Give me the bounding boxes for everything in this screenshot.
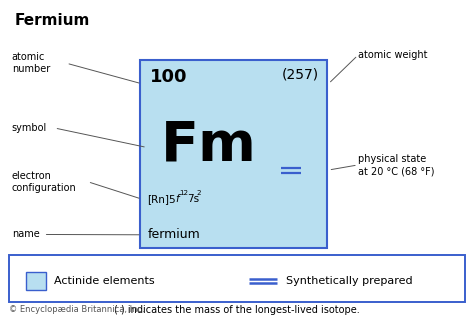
Text: [Rn]5: [Rn]5 bbox=[147, 194, 176, 204]
Text: (257): (257) bbox=[282, 68, 319, 82]
Text: ( ) indicates the mass of the longest-lived isotope.: ( ) indicates the mass of the longest-li… bbox=[114, 305, 360, 315]
Text: atomic weight: atomic weight bbox=[358, 50, 428, 60]
Text: symbol: symbol bbox=[12, 123, 47, 133]
Text: name: name bbox=[12, 229, 40, 240]
Text: 100: 100 bbox=[150, 68, 188, 86]
Text: 7s: 7s bbox=[187, 194, 199, 204]
Text: © Encyclopædia Britannica, Inc.: © Encyclopædia Britannica, Inc. bbox=[9, 306, 144, 314]
Text: 12: 12 bbox=[180, 191, 189, 196]
Text: f: f bbox=[175, 194, 179, 204]
Bar bbox=[140, 60, 327, 248]
Bar bbox=[26, 272, 46, 290]
Text: atomic
number: atomic number bbox=[12, 52, 50, 74]
Text: Fermium: Fermium bbox=[14, 13, 90, 27]
Text: fermium: fermium bbox=[147, 228, 200, 241]
Text: Synthetically prepared: Synthetically prepared bbox=[286, 276, 412, 286]
Text: physical state
at 20 °C (68 °F): physical state at 20 °C (68 °F) bbox=[358, 154, 434, 176]
Text: Actinide elements: Actinide elements bbox=[54, 276, 155, 286]
Text: 2: 2 bbox=[196, 191, 201, 196]
Bar bbox=[9, 255, 465, 302]
Text: Fm: Fm bbox=[161, 118, 257, 173]
Text: electron
configuration: electron configuration bbox=[12, 171, 77, 193]
